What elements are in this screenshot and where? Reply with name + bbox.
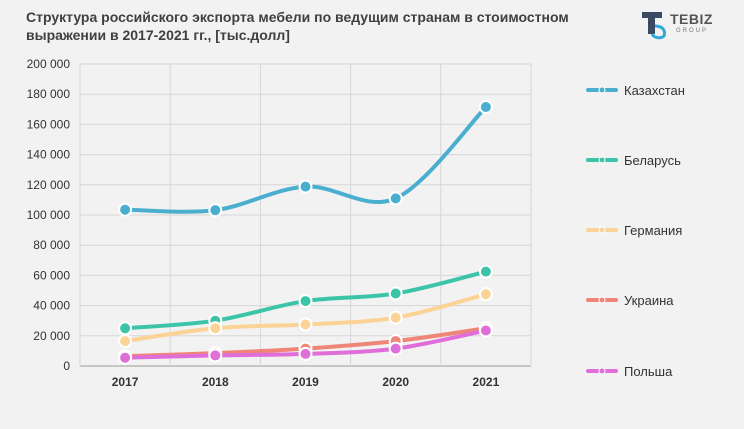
legend-swatch-marker — [598, 226, 606, 234]
data-point — [388, 310, 403, 325]
legend-label: Беларусь — [624, 152, 681, 168]
y-tick-label: 100 000 — [27, 208, 71, 222]
x-tick-label: 2020 — [382, 375, 409, 389]
legend-label: Казахстан — [624, 82, 685, 98]
legend-item: Германия — [586, 220, 682, 240]
y-tick-label: 180 000 — [27, 87, 71, 101]
axis-labels: 0 20 000 40 000 60 000 80 000 100 000 120 000 1… — [27, 57, 500, 389]
x-tick-label: 2021 — [473, 375, 500, 389]
data-point — [298, 294, 313, 309]
data-point — [478, 323, 493, 338]
legend-swatch — [586, 367, 618, 375]
chart-title: Структура российского экспорта мебели по… — [26, 8, 586, 44]
data-point — [298, 317, 313, 332]
tebiz-logo: TEBIZ GROUP — [640, 8, 730, 40]
legend-item: Беларусь — [586, 150, 681, 170]
logo-subtext: GROUP — [676, 28, 709, 34]
legend-swatch-marker — [598, 367, 606, 375]
data-point — [388, 341, 403, 356]
y-tick-label: 200 000 — [27, 57, 71, 71]
data-point — [388, 191, 403, 206]
tebiz-logo-icon — [642, 12, 666, 40]
data-point — [298, 346, 313, 361]
legend-label: Украина — [624, 292, 674, 308]
x-tick-label: 2019 — [292, 375, 319, 389]
y-tick-label: 40 000 — [33, 299, 70, 313]
legend-swatch — [586, 296, 618, 304]
data-point — [118, 202, 133, 217]
legend-swatch — [586, 226, 618, 234]
data-point — [118, 334, 133, 349]
legend-label: Польша — [624, 363, 673, 379]
y-tick-label: 140 000 — [27, 148, 71, 162]
y-tick-label: 60 000 — [33, 268, 70, 282]
legend-swatch-marker — [598, 156, 606, 164]
legend-swatch-marker — [598, 296, 606, 304]
legend-swatch — [586, 156, 618, 164]
legend-label: Германия — [624, 222, 683, 238]
data-point — [208, 321, 223, 336]
chart-title-line-2: выражении в 2017-2021 гг., [тыс.долл] — [26, 27, 290, 43]
legend-item: Украина — [586, 290, 674, 310]
series-lines — [118, 100, 493, 365]
data-point — [208, 203, 223, 218]
y-tick-label: 80 000 — [33, 238, 70, 252]
y-tick-label: 160 000 — [27, 117, 71, 131]
chart-title-line-1: Структура российского экспорта мебели по… — [26, 9, 569, 25]
y-tick-label: 0 — [63, 359, 70, 373]
data-point — [208, 348, 223, 363]
series-line — [123, 105, 488, 214]
data-point — [298, 179, 313, 194]
data-point — [478, 100, 493, 115]
legend-swatch-marker — [598, 86, 606, 94]
data-point — [478, 264, 493, 279]
data-point — [118, 321, 133, 336]
legend-swatch — [586, 86, 618, 94]
data-point — [478, 287, 493, 302]
data-point — [388, 286, 403, 301]
data-point — [118, 350, 133, 365]
x-tick-label: 2017 — [112, 375, 139, 389]
logo-text: TEBIZ — [670, 11, 713, 27]
x-tick-label: 2018 — [202, 375, 229, 389]
y-tick-label: 120 000 — [27, 178, 71, 192]
legend-item: Польша — [586, 361, 672, 381]
legend-item: Казахстан — [586, 80, 685, 100]
y-tick-label: 20 000 — [33, 329, 70, 343]
